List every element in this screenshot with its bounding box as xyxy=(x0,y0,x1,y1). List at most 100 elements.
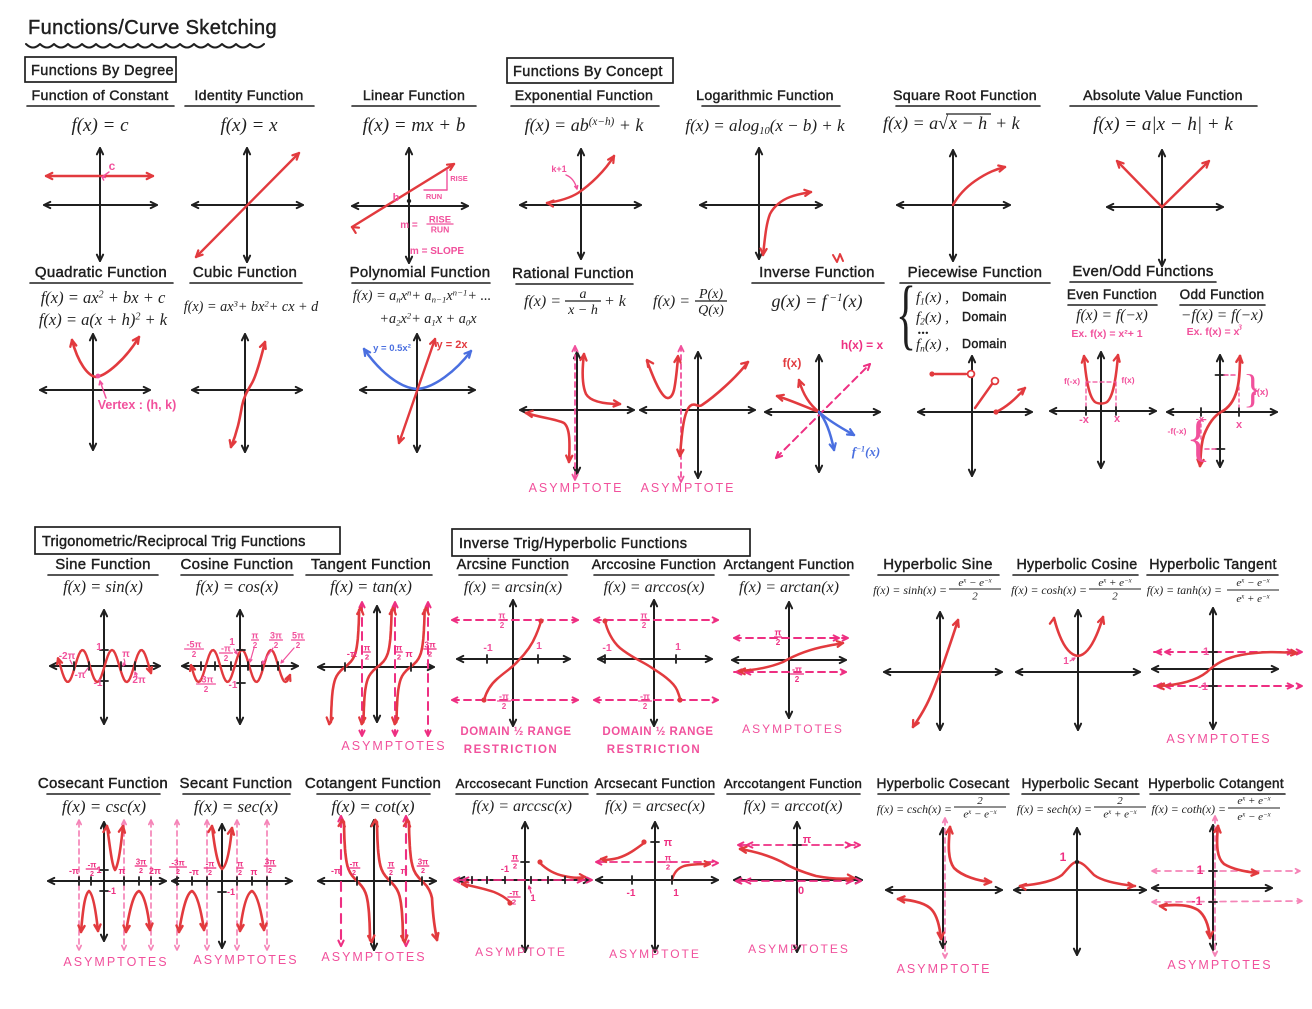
svg-text:f(-x): f(-x) xyxy=(1064,376,1080,386)
svg-text:Domain: Domain xyxy=(962,290,1007,304)
svg-text:2: 2 xyxy=(253,641,258,650)
svg-text:Arccosecant Function: Arccosecant Function xyxy=(456,776,589,791)
svg-text:+a2​x2​+ a1​x + a0​x: +a2​x2​+ a1​x + a0​x xyxy=(379,310,477,327)
svg-text:2: 2 xyxy=(176,867,180,876)
svg-text:π: π xyxy=(803,834,812,846)
svg-text:2: 2 xyxy=(776,638,781,647)
svg-text:Hyperbolic Sine: Hyperbolic Sine xyxy=(883,556,993,573)
svg-text:2: 2 xyxy=(977,795,983,807)
svg-text:f(x) = coth(x) =: f(x) = coth(x) = xyxy=(1151,802,1226,816)
svg-text:Ex. f(x) = x²+ 1: Ex. f(x) = x²+ 1 xyxy=(1071,328,1142,340)
svg-text:-π: -π xyxy=(69,866,79,876)
svg-text:2: 2 xyxy=(642,621,647,630)
svg-text:-1: -1 xyxy=(501,864,510,875)
svg-text:-1: -1 xyxy=(1198,681,1208,693)
svg-text:3π: 3π xyxy=(265,858,276,867)
svg-text:π: π xyxy=(396,643,403,653)
svg-text:2: 2 xyxy=(795,675,800,684)
svg-text:2: 2 xyxy=(428,650,432,659)
svg-text:2: 2 xyxy=(238,868,242,877)
svg-text:1: 1 xyxy=(1203,646,1209,658)
svg-text:ASYMPTOTES: ASYMPTOTES xyxy=(193,953,298,967)
svg-text:π: π xyxy=(405,649,413,660)
svg-text:Arccotangent Function: Arccotangent Function xyxy=(724,776,862,791)
svg-text:1: 1 xyxy=(1197,863,1204,877)
svg-text:ex​ + e−x​: ex​ + e−x​ xyxy=(1103,808,1136,820)
svg-text:f(x) = c: f(x) = c xyxy=(71,115,129,136)
svg-text:b: b xyxy=(393,192,400,204)
svg-text:Functions/Curve Sketching: Functions/Curve Sketching xyxy=(28,17,277,39)
svg-text:2: 2 xyxy=(90,869,94,878)
svg-text:1: 1 xyxy=(673,888,679,899)
svg-text:RESTRICTION: RESTRICTION xyxy=(607,744,701,756)
svg-text:-π: -π xyxy=(189,867,199,877)
svg-text:Quadratic Function: Quadratic Function xyxy=(35,264,167,281)
svg-text:Cubic Function: Cubic Function xyxy=(193,264,297,281)
svg-text:f(x) = cot(x): f(x) = cot(x) xyxy=(331,797,415,816)
svg-text:π: π xyxy=(122,649,130,660)
svg-text:0: 0 xyxy=(798,885,804,897)
svg-text:f(x) = arcsec(x): f(x) = arcsec(x) xyxy=(605,798,705,815)
svg-text:k+1: k+1 xyxy=(551,164,566,174)
svg-text:-π: -π xyxy=(792,665,802,675)
svg-text:f(x) = csch(x) =: f(x) = csch(x) = xyxy=(877,802,952,816)
svg-text:ex​ − e−x​: ex​ − e−x​ xyxy=(963,808,996,820)
svg-text:f(x): f(x) xyxy=(783,356,802,370)
svg-text:RISE: RISE xyxy=(429,215,451,226)
svg-text:1: 1 xyxy=(530,893,536,904)
svg-text:a: a xyxy=(580,287,587,302)
svg-text:2: 2 xyxy=(1117,795,1123,807)
svg-text:3: 3 xyxy=(1237,323,1242,332)
svg-text:c: c xyxy=(109,159,116,173)
svg-text:1: 1 xyxy=(96,642,102,653)
svg-text:1: 1 xyxy=(536,640,542,652)
svg-text:Inverse Function: Inverse Function xyxy=(759,264,875,281)
svg-text:Square Root Function: Square Root Function xyxy=(893,88,1037,104)
svg-text:Rational Function: Rational Function xyxy=(512,265,634,282)
svg-text:DOMAIN ½ RANGE: DOMAIN ½ RANGE xyxy=(460,726,571,738)
svg-text:π: π xyxy=(512,852,519,862)
svg-text:2: 2 xyxy=(500,621,505,630)
svg-text:{: { xyxy=(1186,410,1211,467)
svg-text:RUN: RUN xyxy=(431,224,450,234)
svg-text:}: } xyxy=(1243,366,1262,411)
svg-text:π: π xyxy=(388,860,394,869)
svg-text:2: 2 xyxy=(204,685,209,694)
svg-text:P(x): P(x) xyxy=(698,287,723,302)
svg-text:2: 2 xyxy=(296,641,301,650)
svg-text:f(x) = a|x − h| + k: f(x) = a|x − h| + k xyxy=(1093,114,1233,135)
svg-text:g(x) = f −1​(x): g(x) = f −1​(x) xyxy=(771,291,862,312)
svg-text:5π: 5π xyxy=(292,631,304,641)
svg-text:f(x) = arccos(x): f(x) = arccos(x) xyxy=(604,579,705,596)
svg-text:Hyperbolic Cosecant: Hyperbolic Cosecant xyxy=(877,776,1010,791)
svg-text:f(x) = csc(x): f(x) = csc(x) xyxy=(62,797,146,816)
svg-text:-2π: -2π xyxy=(59,651,76,662)
svg-text:f(x) = arcsin(x): f(x) = arcsin(x) xyxy=(464,579,562,596)
svg-text:Hyperbolic Tangent: Hyperbolic Tangent xyxy=(1149,557,1277,573)
svg-text:f(x) = sinh(x) =: f(x) = sinh(x) = xyxy=(873,583,947,597)
svg-text:2: 2 xyxy=(666,863,670,872)
svg-text:ASYMPTOTE: ASYMPTOTE xyxy=(529,481,624,495)
svg-text:ASYMPTOTE: ASYMPTOTE xyxy=(641,481,736,495)
svg-text:Hyperbolic Cosine: Hyperbolic Cosine xyxy=(1016,557,1137,573)
svg-text:ASYMPTOTE: ASYMPTOTE xyxy=(609,947,701,961)
svg-text:-x: -x xyxy=(1196,414,1205,425)
svg-text:ASYMPTOTES: ASYMPTOTES xyxy=(321,950,426,964)
svg-text:ASYMPTOTES: ASYMPTOTES xyxy=(1166,732,1271,746)
svg-text:m =: m = xyxy=(400,220,418,231)
svg-text:x − h: x − h xyxy=(567,303,598,318)
svg-text:-1: -1 xyxy=(627,888,636,899)
svg-text:f(x) = an​xn​+ an−1​xn−1​+ ...: f(x) = an​xn​+ an−1​xn−1​+ ... xyxy=(353,287,491,304)
svg-text:Functions By Degree: Functions By Degree xyxy=(31,63,174,79)
svg-text:f(x) = tanh(x) =: f(x) = tanh(x) = xyxy=(1147,583,1222,597)
svg-text:f1​(x) ,: f1​(x) , xyxy=(916,290,949,308)
svg-text:-3π: -3π xyxy=(199,675,214,685)
svg-text:f(x) = cos(x): f(x) = cos(x) xyxy=(196,577,279,596)
svg-text:Tangent Function: Tangent Function xyxy=(311,556,431,573)
svg-text:Domain: Domain xyxy=(962,337,1007,351)
svg-text:2: 2 xyxy=(421,866,425,875)
svg-text:Trigonometric/Reciprocal Trig: Trigonometric/Reciprocal Trig Functions xyxy=(42,534,306,550)
svg-text:-1: -1 xyxy=(229,680,238,691)
svg-text:ASYMPTOTES: ASYMPTOTES xyxy=(63,955,168,969)
svg-text:2: 2 xyxy=(972,590,978,602)
